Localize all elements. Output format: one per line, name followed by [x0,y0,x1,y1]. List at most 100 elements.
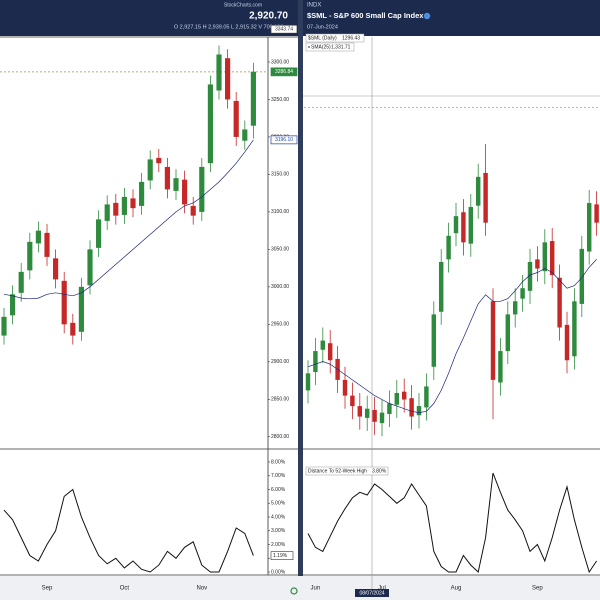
legend-name: $SML (Daily) [308,35,337,41]
candle-body [216,54,222,91]
candle-body [461,212,466,243]
candle-body [305,373,311,391]
candle-body [446,235,451,260]
value-label-box [270,551,294,560]
panel-divider [298,0,303,600]
x-tick-label: Jul [378,586,386,592]
candle-body [44,232,50,257]
y-tick-label: 3300.00 [271,59,289,65]
candle-body [199,166,205,212]
y-tick-label: 3000.00 [271,284,289,290]
candle-body [70,322,76,336]
line [307,472,598,574]
candle-body [372,410,377,422]
legend-box [305,42,355,52]
price-label: 3196.10 [275,137,293,143]
y-tick-label: 3100.00 [271,209,289,215]
left-plot [0,45,268,573]
candle-body [156,157,162,164]
legend-name: SMA(25) [311,44,331,50]
price-label-box [270,24,298,34]
candle-body [182,179,188,205]
candle-body [512,301,518,315]
candle-body [594,204,599,223]
legend-name: Distance To 52-Week High [308,468,367,474]
candle-body [542,242,548,272]
add-icon[interactable] [423,12,431,20]
x-tick-label: Aug [451,586,462,592]
line [3,139,254,300]
value-label: 1.19% [273,553,288,559]
candle-body [147,159,153,181]
candle-body [431,314,437,367]
candle-body [394,392,400,405]
candle-body [35,230,41,244]
x-tick-label: Jun [311,586,321,592]
price-label: 3343.74 [275,27,293,33]
x-tick-label: Sep [532,586,543,592]
candle-body [579,248,585,304]
y-tick-label: 2900.00 [271,359,289,365]
candle-body [438,261,444,312]
y-tick-label: 2800.00 [271,434,289,440]
line [3,488,254,573]
candle-body [490,301,496,380]
legend-box [305,466,389,476]
candle-body [409,398,414,417]
candle-body [401,391,407,400]
candle-body [535,259,540,269]
y-tick-label: 3050.00 [271,247,289,253]
symbol-title: $SML - S&P 600 Small Cap Index [307,11,424,20]
candle-body [379,412,385,424]
candle-body [572,301,577,357]
candle-body [173,178,179,191]
candle-body [61,280,67,325]
candle-body [104,204,110,221]
candle-body [164,166,170,190]
price-label: 3286.84 [275,69,293,75]
line [307,259,597,413]
price-label-box [270,135,298,145]
candle-body [498,351,503,383]
candle-body [78,286,84,332]
exchange: INDX [307,3,321,9]
candle-body [357,406,363,417]
candle-body [416,406,422,416]
overlay: 3300.003250.003200.003150.003100.003050.… [42,24,543,597]
y-tick-label: 5.00% [271,501,286,507]
candle-body [27,241,33,271]
y-tick-label: 3150.00 [271,172,289,178]
candle-body [387,403,392,414]
candle-body [564,324,570,361]
y-tick-label: 7.00% [271,473,286,479]
candle-body [87,249,93,286]
y-tick-label: 3.00% [271,528,286,534]
date: 07-Jun-2024 [307,24,338,30]
y-tick-label: 4.00% [271,514,286,520]
candle-body [520,288,525,299]
candle-body [557,277,562,328]
y-tick-label: 8.00% [271,459,286,465]
y-tick-label: 3250.00 [271,97,289,103]
right-plot [303,107,600,574]
legend-value: 1,331.71 [331,44,351,50]
candle-body [207,84,213,164]
y-tick-label: 0.00% [271,569,286,575]
candle-body [1,316,7,336]
candle-body [233,100,239,137]
candle-body [527,261,533,291]
settings-icon[interactable] [290,587,298,595]
legend-value: 1296.43 [342,35,360,41]
brand: StockCharts.com [224,2,262,8]
candle-body [313,351,318,373]
candle-body [424,386,429,408]
y-tick-label: 6.00% [271,487,286,493]
candle-body [250,71,256,126]
x-tick-label: Nov [196,586,207,592]
crosshair-box [355,589,389,597]
candle-body [18,271,24,293]
candle-body [468,206,474,244]
candle-body [225,58,231,100]
x-axis-strip [0,576,600,600]
